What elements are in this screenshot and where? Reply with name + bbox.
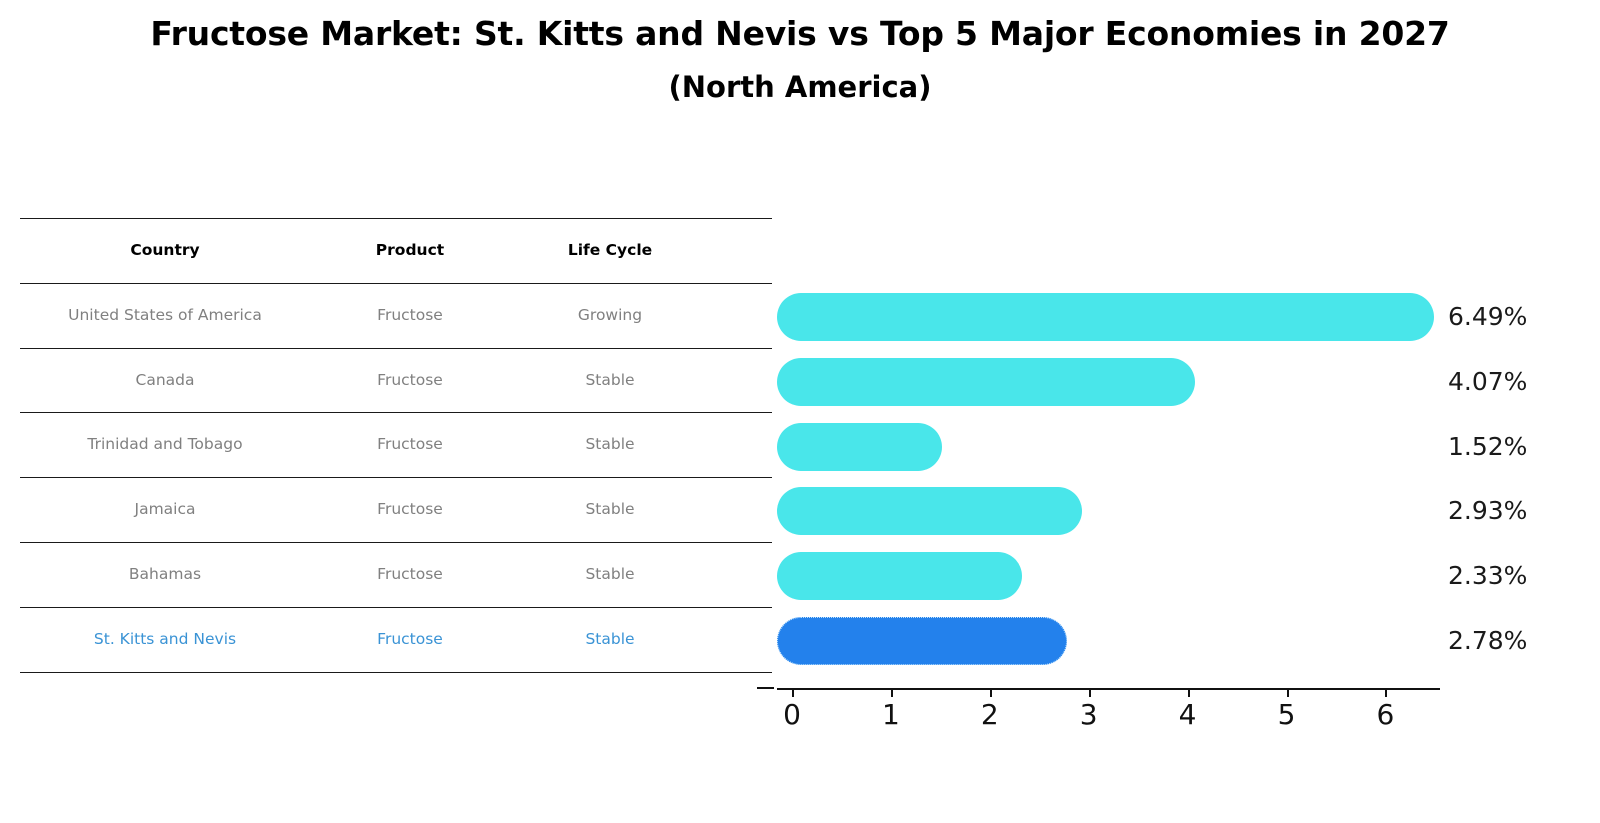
table-bottom-rule xyxy=(20,671,772,673)
x-axis-tick-label: 2 xyxy=(980,698,999,731)
table-row-rule-4 xyxy=(20,542,772,543)
axis-origin-stub xyxy=(757,687,774,689)
table-row-rule-3 xyxy=(20,477,772,479)
x-axis-tick xyxy=(1286,688,1289,697)
table-row-rule-2 xyxy=(20,412,772,414)
table-row[interactable]: Trinidad and Tobago Fructose Stable xyxy=(20,412,772,476)
table-header-row[interactable]: Country Product Life Cycle xyxy=(20,218,772,282)
cell-product: Fructose xyxy=(377,370,443,389)
x-axis-tick xyxy=(1088,688,1091,697)
bar-value-label: 2.78% xyxy=(1448,626,1528,655)
cell-product: Fructose xyxy=(377,500,443,519)
bar[interactable] xyxy=(777,293,1434,341)
column-header-life-cycle: Life Cycle xyxy=(567,241,653,259)
x-axis-tick xyxy=(1385,688,1388,697)
cell-country: Canada xyxy=(135,370,195,389)
cell-life-cycle: Stable xyxy=(585,500,635,519)
cell-product: Fructose xyxy=(377,435,443,454)
bar-value-label: 6.49% xyxy=(1448,302,1528,331)
table-row[interactable]: Canada Fructose Stable xyxy=(20,348,772,412)
cell-life-cycle: Stable xyxy=(585,435,635,454)
table-row[interactable]: St. Kitts and Nevis Fructose Stable xyxy=(20,607,772,671)
column-header-product: Product xyxy=(375,241,445,259)
cell-country: Jamaica xyxy=(134,500,196,519)
cell-product: Fructose xyxy=(377,305,443,324)
table-row-rule-5 xyxy=(20,606,772,608)
x-axis-tick xyxy=(1187,688,1190,697)
page-title: Fructose Market: St. Kitts and Nevis vs … xyxy=(0,12,1600,108)
x-axis-tick xyxy=(890,688,893,697)
x-axis-tick xyxy=(989,688,992,697)
table-row[interactable]: Bahamas Fructose Stable xyxy=(20,542,772,606)
chart-title-subtitle: (North America) xyxy=(668,70,932,104)
table-row[interactable]: United States of America Fructose Growing xyxy=(20,283,772,347)
bar-value-label: 2.93% xyxy=(1448,496,1528,526)
x-axis-tick-label: 3 xyxy=(1079,698,1098,731)
chart-title-primary: Fructose Market: St. Kitts and Nevis vs … xyxy=(150,14,1450,53)
x-axis-tick-label: 4 xyxy=(1178,698,1197,731)
cell-life-cycle: Stable xyxy=(585,370,635,389)
bar-value-label: 1.52% xyxy=(1448,431,1528,461)
country-table: Country Product Life Cycle United States of… xyxy=(20,218,772,680)
x-axis-line xyxy=(777,688,1440,690)
x-axis-tick xyxy=(792,688,794,697)
bar-value-label: 4.07% xyxy=(1448,366,1528,396)
table-row-rule-0 xyxy=(20,282,772,284)
cell-country: Trinidad and Tobago xyxy=(87,435,243,454)
bar[interactable] xyxy=(777,617,1067,665)
cell-life-cycle: Growing xyxy=(577,305,643,324)
column-header-country: Country xyxy=(130,241,200,259)
cell-country: United States of America xyxy=(68,305,262,324)
cell-product: Fructose xyxy=(377,565,443,583)
cell-country: Bahamas xyxy=(128,565,202,583)
x-axis-tick-label: 0 xyxy=(783,698,801,731)
cell-country: St. Kitts and Nevis xyxy=(93,629,237,648)
bar[interactable] xyxy=(777,552,1023,601)
x-axis-tick-label: 5 xyxy=(1277,698,1296,731)
x-axis-tick-label: 1 xyxy=(881,698,900,731)
bar[interactable] xyxy=(777,357,1195,406)
cell-product: Fructose xyxy=(377,629,443,648)
cell-life-cycle: Stable xyxy=(585,565,635,583)
x-axis-tick-label: 6 xyxy=(1376,698,1395,731)
bar-value-label: 2.33% xyxy=(1448,561,1528,591)
table-row-rule-1 xyxy=(20,347,772,349)
cell-life-cycle: Stable xyxy=(585,629,635,648)
bar[interactable] xyxy=(777,487,1082,536)
table-top-rule xyxy=(20,218,772,219)
table-row[interactable]: Jamaica Fructose Stable xyxy=(20,477,772,541)
bar[interactable] xyxy=(777,422,943,471)
